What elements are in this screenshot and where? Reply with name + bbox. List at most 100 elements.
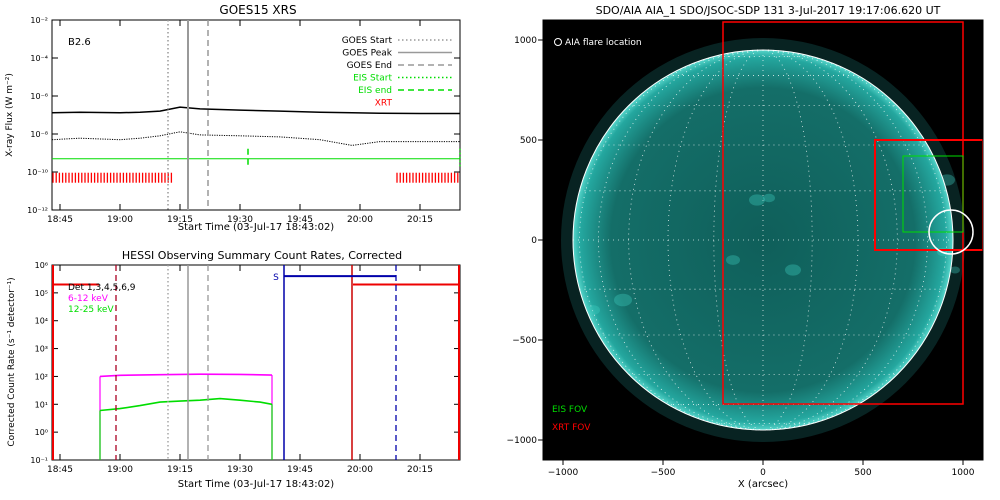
hessi-ytick-label: 10⁵ <box>35 289 48 298</box>
bright-region <box>785 264 801 276</box>
goes-xtick-label: 20:15 <box>407 215 433 225</box>
hessi-6-12kev-line <box>99 373 273 378</box>
bright-region <box>614 293 632 307</box>
flare-legend-icon <box>554 38 562 46</box>
hessi-ylabel: Corrected Count Rate (s⁻¹ detector⁻¹) <box>7 277 17 446</box>
flare-location-circle <box>928 209 974 255</box>
hessi-y-axis: 10⁻¹ 10⁰ 10¹ 10² 10³ 10⁴ 10⁵ 10⁶ <box>30 261 460 465</box>
hessi-ytick-label: 10⁴ <box>35 317 48 326</box>
goes-ytick-label: 10⁻⁶ <box>30 92 48 101</box>
aia-xtick-label: −500 <box>651 468 676 478</box>
eis-fov-label: EIS FOV <box>552 405 588 415</box>
hessi-panel: HESSI Observing Summary Count Rates, Cor… <box>7 249 461 490</box>
aia-x-axis: −1000 −500 0 500 1000 <box>548 460 975 478</box>
goes-legend-label: EIS end <box>358 86 392 96</box>
aia-xtick-label: 0 <box>760 468 766 478</box>
longitude-gridline <box>713 49 764 431</box>
goes-legend-label: GOES End <box>347 61 392 71</box>
hessi-12-25kev-line <box>99 397 273 412</box>
hessi-legend-label: 12-25 keV <box>68 305 114 315</box>
hessi-night-markers <box>52 265 460 460</box>
bright-region <box>749 194 765 206</box>
bright-region <box>950 266 960 274</box>
goes-x-axis: 18:45 19:00 19:15 19:30 19:45 20:00 20:15 <box>47 20 433 225</box>
goes-ytick-label: 10⁻¹² <box>27 206 48 215</box>
aia-ytick-label: −500 <box>512 336 537 346</box>
goes-legend-label: GOES Peak <box>342 49 392 59</box>
goes-ytick-label: 10⁻¹⁰ <box>27 168 48 177</box>
xrt-zoom-rectangle <box>874 139 983 251</box>
hessi-title: HESSI Observing Summary Count Rates, Cor… <box>122 249 402 262</box>
goes-y-axis: 10⁻¹² 10⁻¹⁰ 10⁻⁸ 10⁻⁶ 10⁻⁴ 10⁻² <box>27 16 460 215</box>
goes-xtick-label: 18:45 <box>47 215 73 225</box>
hessi-markers <box>115 265 397 460</box>
longitude-gridline <box>762 49 813 431</box>
hessi-xlabel: Start Time (03-Jul-17 18:43:02) <box>178 479 335 490</box>
eis-fov-rectangle <box>902 155 964 233</box>
hessi-ytick-label: 10⁰ <box>35 428 48 437</box>
hessi-legend-label: Det 1,3,4,5,6,9 <box>68 283 136 293</box>
hessi-plot-frame <box>51 264 461 461</box>
aia-ytick-label: 1000 <box>514 36 537 46</box>
hessi-xtick-label: 19:15 <box>167 465 193 475</box>
goes-plot-frame <box>51 19 461 211</box>
goes-markers <box>167 20 461 210</box>
hessi-legend-label: 6-12 keV <box>68 294 109 304</box>
hessi-ytick-label: 10² <box>35 372 48 381</box>
goes-xrt-bars <box>52 172 459 183</box>
aia-xlabel: X (arcsec) <box>738 479 788 490</box>
goes-xtick-label: 19:15 <box>167 215 193 225</box>
aia-ytick-label: 0 <box>531 236 537 246</box>
longitude-gridline <box>598 49 764 431</box>
goes-xtick-label: 20:00 <box>347 215 373 225</box>
hessi-xtick-label: 19:30 <box>227 465 253 475</box>
hessi-xtick-label: 20:15 <box>407 465 433 475</box>
aia-panel: SDO/AIA AIA_1 SDO/JSOC-SDP 131 3-Jul-201… <box>507 4 984 490</box>
longitude-gridline <box>762 49 859 431</box>
flare-location-label: AIA flare location <box>565 38 642 48</box>
hessi-series <box>99 373 273 460</box>
hessi-ytick-label: 10¹ <box>35 400 48 409</box>
hessi-x-axis: 18:45 19:00 19:15 19:30 19:45 20:00 20:15 <box>47 265 433 475</box>
goes-xtick-label: 19:45 <box>287 215 313 225</box>
hessi-ytick-label: 10⁶ <box>35 261 48 270</box>
goes-xtick-label: 19:00 <box>107 215 133 225</box>
longitude-gridline <box>628 49 764 431</box>
solar-limb-outline <box>572 49 954 431</box>
goes-xlabel: Start Time (03-Jul-17 18:43:02) <box>178 222 335 233</box>
bright-region <box>726 255 740 265</box>
goes-short-channel-line <box>51 131 460 146</box>
aia-y-axis: −1000 −500 0 500 1000 <box>507 36 543 446</box>
hessi-saa-label: S <box>273 273 279 283</box>
aia-title: SDO/AIA AIA_1 SDO/JSOC-SDP 131 3-Jul-201… <box>596 4 941 17</box>
goes-legend-label: XRT <box>375 99 393 109</box>
goes-flare-class: B2.6 <box>68 37 91 48</box>
goes-series <box>51 106 460 160</box>
xrt-fov-label: XRT FOV <box>552 423 591 433</box>
longitude-gridline <box>667 49 764 431</box>
hessi-saa-marker: S <box>273 273 396 283</box>
longitude-gridline <box>762 49 928 431</box>
aia-ytick-label: 500 <box>520 136 537 146</box>
goes-legend-label: EIS Start <box>353 74 392 84</box>
aia-xtick-label: −1000 <box>548 468 579 478</box>
hessi-xtick-label: 18:45 <box>47 465 73 475</box>
goes-ytick-label: 10⁻⁴ <box>30 54 48 63</box>
goes-long-channel-line <box>51 106 460 115</box>
goes-legend: GOES Start GOES Peak GOES End EIS Start EIS … <box>342 36 452 109</box>
heliographic-grid <box>573 49 953 431</box>
aia-ytick-label: −1000 <box>507 436 538 446</box>
bright-region <box>763 193 775 203</box>
bright-region <box>939 174 955 186</box>
hessi-xtick-label: 19:45 <box>287 465 313 475</box>
hessi-xtick-label: 19:00 <box>107 465 133 475</box>
bright-region <box>586 305 600 315</box>
hessi-ytick-label: 10³ <box>35 345 48 354</box>
goes-ylabel: X-ray Flux (W m⁻²) <box>5 73 15 157</box>
aia-xtick-label: 500 <box>854 468 871 478</box>
hessi-xtick-label: 20:00 <box>347 465 373 475</box>
goes-legend-label: GOES Start <box>342 36 393 46</box>
